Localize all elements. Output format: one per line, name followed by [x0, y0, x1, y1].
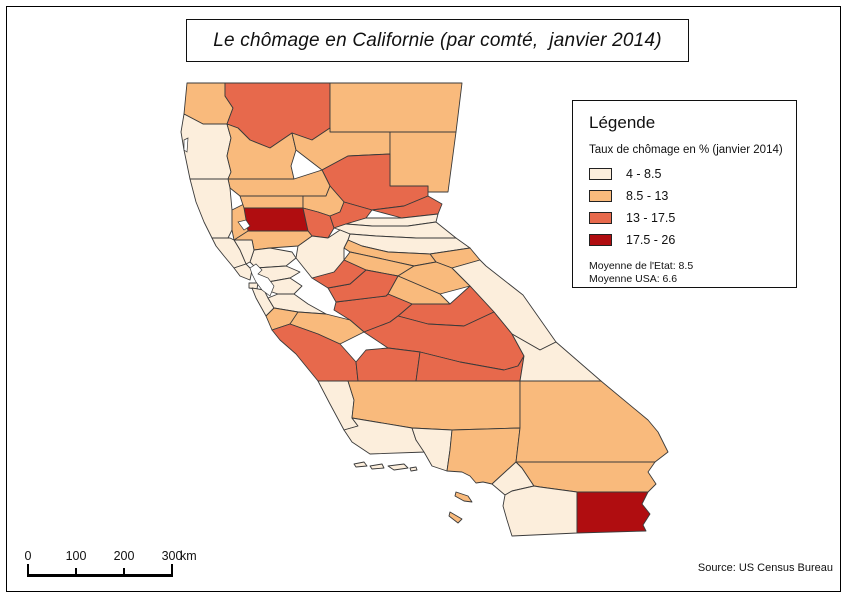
county-santa-barbara-island	[369, 463, 385, 470]
legend-swatch-class4	[589, 234, 612, 246]
county-los-angeles-island	[448, 511, 463, 524]
source-credit: Source: US Census Bureau	[697, 562, 833, 574]
scale-tick	[75, 568, 78, 576]
legend-title: Légende	[589, 113, 656, 132]
legend-swatch-class1	[589, 168, 612, 180]
legend-item-class3: 13 - 17.5	[589, 211, 788, 225]
county-mendocino	[189, 178, 233, 239]
county-imperial	[576, 491, 651, 534]
county-santa-barbara-island	[387, 463, 409, 471]
scale-tick	[170, 564, 173, 576]
legend-label-class4: 17.5 - 26	[626, 233, 676, 247]
county-glenn	[239, 195, 304, 209]
county-san-diego	[502, 485, 578, 537]
county-solano	[249, 247, 297, 269]
county-lassen	[389, 131, 457, 193]
county-los-angeles-island	[454, 491, 473, 503]
county-trinity	[226, 123, 297, 180]
water-body	[237, 219, 251, 231]
scale-tick	[27, 564, 30, 576]
legend-subtitle: Taux de chômage en % (janvier 2014)	[589, 144, 783, 156]
water-body	[249, 263, 275, 297]
legend-note-usa-average: Moyenne USA: 6.6	[589, 273, 678, 285]
county-ventura-island	[409, 466, 418, 472]
county-humboldt	[180, 113, 232, 180]
legend-notes: Moyenne de l'Etat: 8.5 Moyenne USA: 6.6	[589, 260, 788, 286]
legend-label-class1: 4 - 8.5	[626, 167, 662, 181]
scale-label-100: 100	[65, 549, 87, 563]
scale-label-200: 200	[113, 549, 135, 563]
scale-tick	[123, 568, 126, 576]
map-title: Le chômage en Californie (par comté, jan…	[213, 29, 662, 51]
water-body	[183, 137, 189, 153]
legend-item-class2: 8.5 - 13	[589, 189, 788, 203]
legend-box: Légende Taux de chômage en % (janvier 20…	[572, 100, 797, 288]
legend-swatch-class3	[589, 212, 612, 224]
scale-unit: km	[180, 549, 197, 563]
county-modoc	[329, 82, 463, 133]
scale-bar-baseline	[27, 574, 173, 577]
county-marin	[233, 263, 253, 281]
scale-label-0: 0	[24, 549, 32, 563]
legend-item-class1: 4 - 8.5	[589, 167, 788, 181]
map-title-box: Le chômage en Californie (par comté, jan…	[186, 19, 689, 62]
county-colusa	[243, 207, 309, 232]
legend-item-class4: 17.5 - 26	[589, 233, 788, 247]
legend-label-class2: 8.5 - 13	[626, 189, 669, 203]
legend-note-state-average: Moyenne de l'Etat: 8.5	[589, 260, 694, 272]
scale-bar: 0 100 200 300 km	[22, 549, 232, 579]
county-santa-barbara-island	[353, 461, 368, 468]
legend-label-class3: 13 - 17.5	[626, 211, 676, 225]
scale-label-300: 300	[161, 549, 183, 563]
legend-swatch-class2	[589, 190, 612, 202]
county-kings	[355, 347, 421, 382]
county-sacramento	[295, 229, 351, 279]
county-san-bernardino	[515, 380, 669, 463]
